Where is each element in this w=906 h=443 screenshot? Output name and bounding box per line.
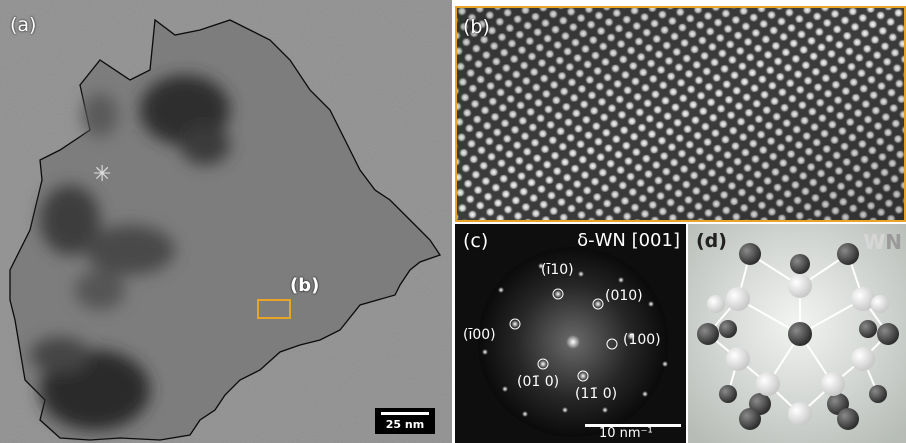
region-b-marker-label: (b) bbox=[290, 275, 320, 296]
scale-bar-c-label: 10 nm⁻¹ bbox=[599, 426, 653, 441]
tem-micrograph-panel: (a) (b) ✳ 25 nm bbox=[0, 0, 452, 443]
lattice-image bbox=[457, 8, 904, 220]
index-010: (010) bbox=[605, 288, 643, 304]
asterisk-marker: ✳ bbox=[93, 162, 112, 187]
index-100: (100) bbox=[623, 332, 661, 348]
scale-bar-line bbox=[381, 412, 429, 415]
w-atoms bbox=[707, 274, 889, 426]
panel-b-label: (b) bbox=[463, 16, 490, 38]
element-legend: WN bbox=[863, 230, 902, 254]
selection-box bbox=[257, 299, 291, 319]
index-1-1-0: (11̄ 0) bbox=[575, 386, 618, 402]
flake-outline bbox=[9, 18, 442, 441]
fft-diffraction-panel: (c) δ-WN [001] (ī10) (010) (ī00) (100) (… bbox=[455, 224, 686, 443]
tem-image bbox=[0, 0, 452, 443]
indexed-spot-circles bbox=[509, 288, 618, 382]
hrtem-lattice-panel: (b) bbox=[455, 6, 906, 222]
crystal-structure bbox=[688, 224, 906, 443]
scale-bar-c-line bbox=[585, 424, 681, 427]
index-1-10: (ī10) bbox=[541, 262, 574, 278]
legend-w: W bbox=[863, 230, 886, 254]
index-1-00: (ī00) bbox=[463, 327, 496, 343]
panel-d-label: (d) bbox=[696, 230, 727, 252]
legend-n: N bbox=[885, 230, 902, 254]
scale-bar-a: 25 nm bbox=[375, 408, 435, 434]
panel-c-label: (c) bbox=[463, 230, 489, 252]
diffraction-spots bbox=[482, 263, 668, 417]
n-atoms bbox=[697, 243, 899, 430]
phase-zone-axis-title: δ-WN [001] bbox=[577, 230, 680, 251]
dark-regions bbox=[30, 75, 230, 430]
index-0-10: (01̄ 0) bbox=[517, 374, 560, 390]
crystal-model-panel: (d) WN bbox=[688, 224, 906, 443]
panel-a-label: (a) bbox=[10, 14, 37, 36]
scale-bar-a-label: 25 nm bbox=[385, 418, 425, 431]
fft-pattern bbox=[455, 224, 686, 443]
